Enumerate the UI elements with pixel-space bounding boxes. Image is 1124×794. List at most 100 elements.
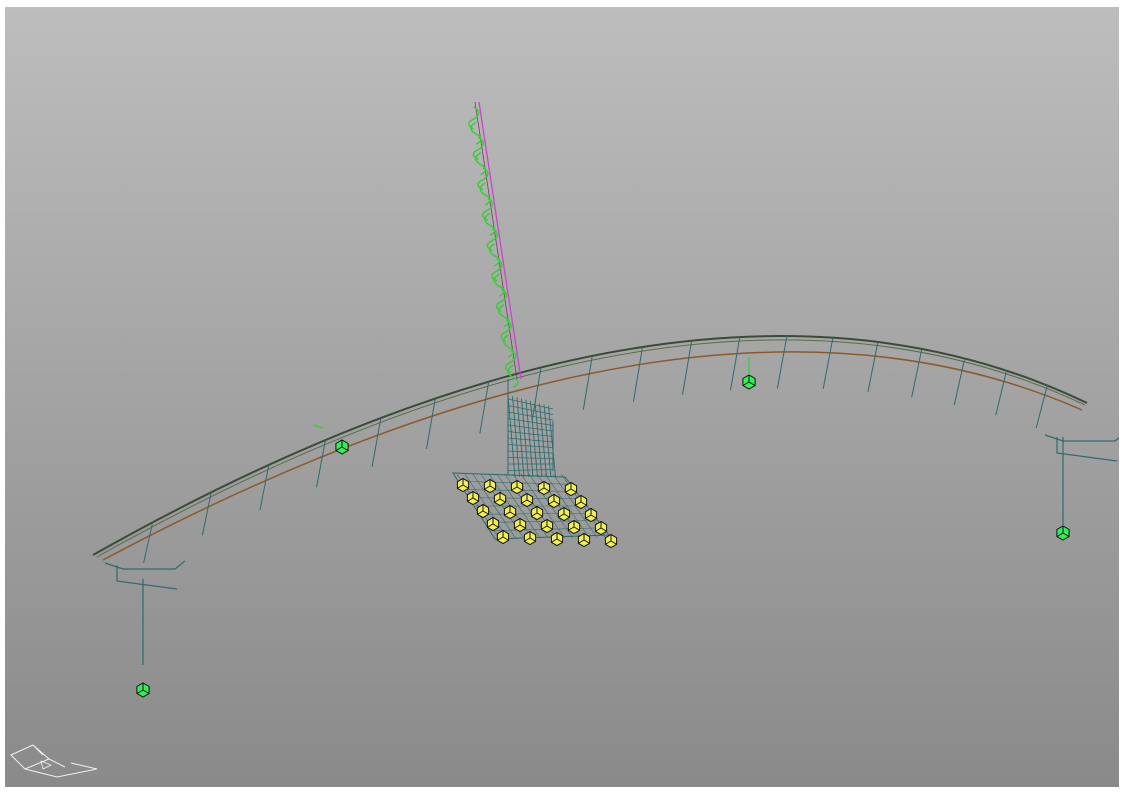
pylon-stay-segment bbox=[495, 288, 508, 313]
support-node-icon bbox=[1056, 525, 1070, 541]
pile-cap-icon bbox=[547, 493, 561, 509]
deck-crossbeam bbox=[682, 340, 693, 395]
pylon-wall-mesh bbox=[507, 444, 554, 448]
node-marker-tick bbox=[312, 357, 750, 429]
pylon-wall-mesh bbox=[548, 405, 556, 478]
pile-cap-icon bbox=[537, 480, 551, 496]
pile-cap-icon bbox=[557, 506, 571, 522]
deck-crossbeam bbox=[582, 355, 593, 410]
pylon-stay-segment bbox=[505, 349, 517, 373]
pylon-wall-mesh bbox=[507, 437, 554, 443]
pylon-stay-segment bbox=[502, 334, 515, 358]
abutment-outline bbox=[104, 560, 186, 570]
pylon-wall-mesh bbox=[507, 431, 554, 437]
pile-cap-icon bbox=[594, 520, 608, 536]
pylon-stay-segment bbox=[486, 227, 498, 252]
pylon-stay-segment bbox=[472, 136, 485, 161]
pylon-stay-segment bbox=[470, 121, 482, 145]
pylon-stay-segment bbox=[507, 364, 519, 389]
pile-cap-mesh bbox=[484, 520, 599, 523]
pylon-wall-mesh bbox=[507, 469, 554, 471]
pile-cap-icon bbox=[574, 494, 588, 510]
pylon-structure[interactable] bbox=[468, 101, 556, 478]
pile-cap-icon bbox=[476, 503, 490, 519]
deck-top-inner-line bbox=[96, 339, 1086, 558]
pile-cap-icon bbox=[510, 479, 524, 495]
pylon-stay-segment bbox=[493, 273, 505, 297]
deck-crossbeam bbox=[201, 492, 212, 536]
pylon-wall-mesh bbox=[539, 403, 547, 478]
pylon-stay-segment bbox=[477, 167, 489, 191]
deck-crossbeam bbox=[953, 358, 966, 406]
pylon-stay-segment bbox=[481, 197, 494, 221]
abutment-outline bbox=[1044, 434, 1119, 442]
pylon-stay-segment bbox=[468, 106, 480, 130]
pile-cap-icon bbox=[466, 490, 480, 506]
deck-crossbeam bbox=[776, 335, 788, 389]
deck-crossbeam bbox=[867, 341, 879, 392]
pylon-wall-mesh bbox=[507, 450, 554, 454]
pylon-stay-segment bbox=[484, 212, 496, 237]
deck-crossbeams bbox=[143, 335, 1048, 564]
pylon-wall-mesh bbox=[512, 396, 520, 478]
pile-cap-icon bbox=[584, 507, 598, 523]
deck-crossbeam bbox=[632, 346, 643, 402]
deck-crossbeam bbox=[729, 336, 741, 391]
pylon-wall-mesh bbox=[507, 418, 554, 426]
pile-cap-icon bbox=[503, 504, 517, 520]
deck-crossbeam bbox=[995, 370, 1007, 416]
pier-columns bbox=[104, 434, 1119, 665]
pylon-stay-segment bbox=[491, 258, 503, 282]
deck-crossbeam bbox=[316, 440, 326, 488]
pylon-wall-mesh bbox=[507, 398, 554, 410]
triad-shape bbox=[10, 744, 98, 778]
deck-crossbeam bbox=[259, 464, 270, 511]
pile-cap-icon bbox=[577, 532, 591, 548]
pile-cap-icon bbox=[456, 477, 470, 493]
pile-cap-icon bbox=[493, 491, 507, 507]
pile-cap-icon bbox=[523, 530, 537, 546]
pylon-mast-line-2 bbox=[474, 101, 518, 380]
pile-cap-mesh bbox=[452, 472, 566, 478]
pylon-wall-edge bbox=[507, 379, 554, 475]
pile-cap-icon bbox=[564, 481, 578, 497]
support-nodes[interactable] bbox=[136, 357, 1070, 698]
pylon-wall-mesh bbox=[507, 405, 554, 415]
support-node-icon bbox=[742, 374, 756, 390]
pile-cap-icon bbox=[550, 531, 564, 547]
3d-model-viewport[interactable] bbox=[5, 7, 1119, 787]
deck-crossbeam bbox=[822, 337, 834, 390]
view-orientation-triad-icon[interactable] bbox=[10, 744, 98, 778]
pylon-mast-line bbox=[478, 101, 522, 380]
pylon-wall-mesh bbox=[534, 402, 543, 478]
pylon-wall-mesh bbox=[507, 394, 516, 478]
deck-crossbeam bbox=[143, 522, 154, 564]
pile-cap-icon bbox=[540, 518, 554, 534]
pylon-stay-segment bbox=[475, 151, 487, 176]
deck-bottom-line bbox=[102, 351, 1083, 561]
abutment-bearing bbox=[116, 565, 178, 590]
pile-cap-icon bbox=[520, 492, 534, 508]
pile-cap-icon bbox=[496, 529, 510, 545]
pylon-wall-mesh bbox=[543, 404, 552, 478]
support-node-icon bbox=[136, 682, 150, 698]
triad-detail bbox=[40, 760, 52, 770]
pile-cap-icon bbox=[567, 519, 581, 535]
pile-cap-icon bbox=[486, 516, 500, 532]
abutment-bearing bbox=[1056, 437, 1118, 462]
deck-crossbeam bbox=[911, 348, 923, 398]
pile-cap-icon bbox=[604, 533, 618, 549]
deck-crossbeam bbox=[371, 417, 382, 467]
deck-crossbeam bbox=[425, 398, 436, 450]
bridge-model-scene[interactable] bbox=[5, 7, 1119, 787]
deck-crossbeam bbox=[531, 367, 542, 421]
support-node-icon bbox=[335, 439, 349, 455]
pylon-wall-mesh bbox=[507, 411, 554, 421]
pylon-stay-segment bbox=[500, 319, 512, 343]
pylon-stay-segment bbox=[479, 182, 491, 206]
deck-crossbeam bbox=[479, 381, 490, 434]
pile-cap-icon bbox=[483, 478, 497, 494]
foundation-pile-group[interactable] bbox=[452, 472, 618, 549]
pylon-stay-segment bbox=[488, 243, 501, 267]
pile-cap-icon bbox=[513, 517, 527, 533]
